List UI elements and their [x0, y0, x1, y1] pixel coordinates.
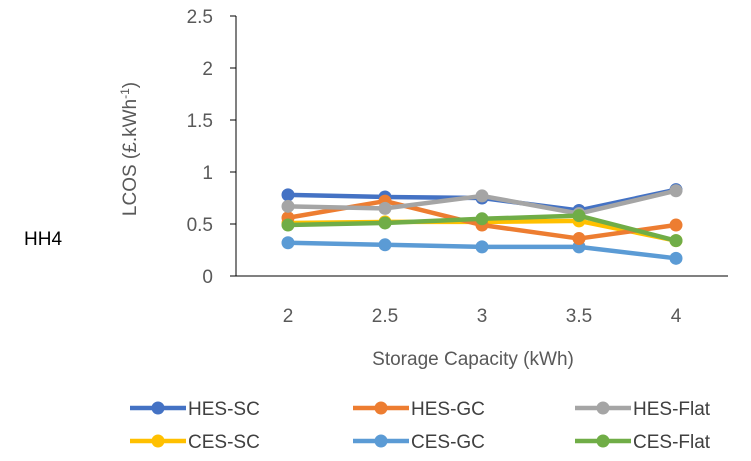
y-tick-label: 0: [202, 267, 213, 288]
data-point: [378, 238, 392, 252]
data-point: [572, 209, 586, 223]
legend-label: CES-SC: [188, 432, 260, 453]
legend-swatch-marker: [374, 434, 388, 448]
legend-swatch-marker: [151, 401, 165, 415]
legend-label: CES-Flat: [633, 432, 711, 453]
x-tick-labels: 2 2.5 3 3.5 4: [283, 306, 682, 327]
legend: HES-SC HES-GC HES-Flat CES-SC CES-GC CES-Flat: [130, 399, 711, 453]
y-tick-label: 2.5: [187, 7, 213, 28]
x-axis-title: Storage Capacity (kWh): [372, 349, 574, 370]
axes: [235, 16, 728, 277]
legend-label: CES-GC: [411, 432, 485, 453]
data-point: [669, 251, 683, 265]
legend-swatch-marker: [374, 401, 388, 415]
legend-swatch-marker: [596, 434, 610, 448]
y-tick-label: 1.5: [187, 111, 213, 132]
x-tick-label: 3.5: [566, 306, 592, 327]
y-tick-labels: 0 0.5 1 1.5 2 2.5: [187, 7, 236, 288]
legend-swatch-marker: [596, 401, 610, 415]
legend-item: HES-SC: [130, 399, 260, 420]
x-tick-label: 4: [671, 306, 682, 327]
series-ces-flat: [281, 209, 683, 248]
y-tick-label: 1: [202, 163, 213, 184]
legend-swatch-marker: [151, 434, 165, 448]
legend-label: HES-Flat: [633, 399, 711, 420]
panel-label: HH4: [24, 229, 63, 250]
data-point: [281, 236, 295, 250]
legend-item: CES-SC: [130, 432, 260, 453]
legend-item: CES-Flat: [575, 432, 711, 453]
x-tick-label: 3: [477, 306, 488, 327]
data-point: [475, 240, 489, 254]
series-ces-gc: [281, 236, 683, 265]
data-point: [669, 234, 683, 248]
y-tick-label: 0.5: [187, 215, 213, 236]
data-point: [572, 232, 586, 246]
x-tick-label: 2.5: [372, 306, 398, 327]
data-point: [281, 199, 295, 213]
data-point: [475, 189, 489, 203]
data-point: [281, 218, 295, 232]
data-point: [669, 184, 683, 198]
legend-item: HES-Flat: [575, 399, 711, 420]
data-point: [669, 218, 683, 232]
y-tick-label: 2: [202, 59, 213, 80]
data-point: [378, 216, 392, 230]
data-point: [378, 201, 392, 215]
legend-label: HES-SC: [188, 399, 260, 420]
legend-item: CES-GC: [353, 432, 485, 453]
data-point: [281, 188, 295, 202]
data-point: [475, 212, 489, 226]
series-lines: [281, 183, 683, 265]
x-tick-label: 2: [283, 306, 294, 327]
y-axis-title: LCOS (£.kWh-1): [118, 82, 141, 216]
legend-label: HES-GC: [411, 399, 485, 420]
legend-item: HES-GC: [353, 399, 485, 420]
